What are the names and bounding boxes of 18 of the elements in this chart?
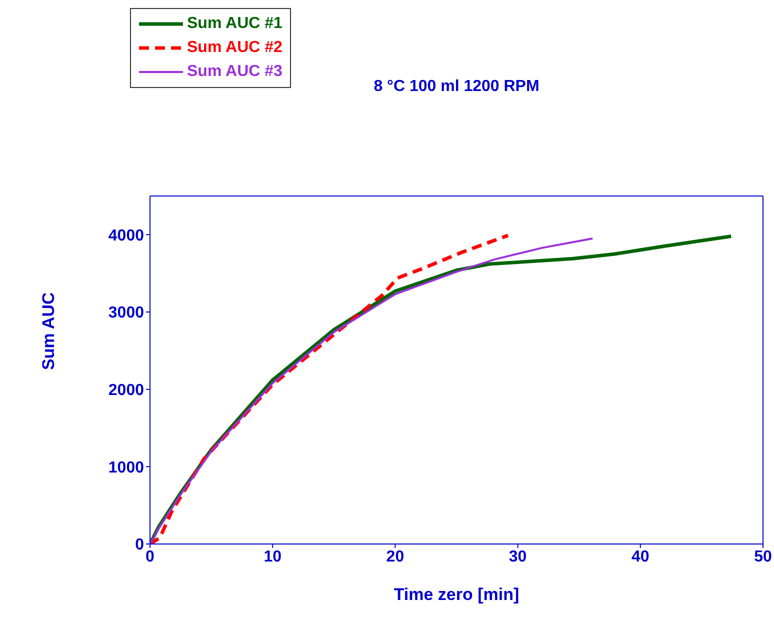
line-series [150, 234, 510, 544]
line-series [150, 238, 594, 544]
legend-label: Sum AUC #3 [187, 63, 282, 81]
y-tick-label: 3000 [108, 304, 144, 322]
x-axis-title: Time zero [min] [394, 585, 520, 604]
y-axis-title: Sum AUC [39, 292, 58, 370]
x-tick-label: 50 [754, 548, 772, 566]
x-tick-label: 40 [632, 548, 650, 566]
x-tick-label: 20 [386, 548, 404, 566]
y-tick-label: 0 [135, 536, 144, 554]
x-tick-label: 10 [264, 548, 282, 566]
y-tick-label: 2000 [108, 382, 144, 400]
legend-label: Sum AUC #2 [187, 39, 282, 57]
x-tick-label: 30 [508, 548, 527, 566]
legend-label: Sum AUC #1 [187, 15, 282, 33]
y-tick-label: 1000 [108, 459, 144, 476]
chart-title: 8 °C 100 ml 1200 RPM [374, 78, 540, 95]
y-tick-label: 4000 [108, 227, 144, 244]
